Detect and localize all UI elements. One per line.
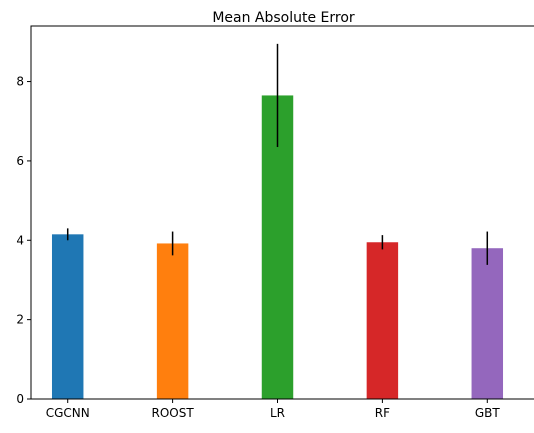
y-tick-label: 0 — [16, 392, 24, 406]
x-tick-label: RF — [375, 406, 390, 420]
x-tick-label: CGCNN — [46, 406, 90, 420]
y-tick-label: 6 — [16, 154, 24, 168]
y-tick-label: 2 — [16, 313, 24, 327]
x-tick-label: LR — [270, 406, 285, 420]
x-tick-label: ROOST — [152, 406, 195, 420]
plot-area: CGCNN ROOST LR RF GBT 0 2 4 6 8 — [16, 43, 504, 420]
y-tick-label: 8 — [16, 75, 24, 89]
bar-roost — [156, 243, 189, 399]
bar-rf — [366, 242, 399, 399]
bar-gbt — [471, 248, 504, 399]
bar-cgcnn — [51, 234, 84, 399]
plot-frame — [30, 25, 534, 400]
chart-title: Mean Absolute Error — [212, 10, 355, 26]
y-tick-label: 4 — [16, 233, 24, 247]
x-tick-label: GBT — [475, 406, 501, 420]
